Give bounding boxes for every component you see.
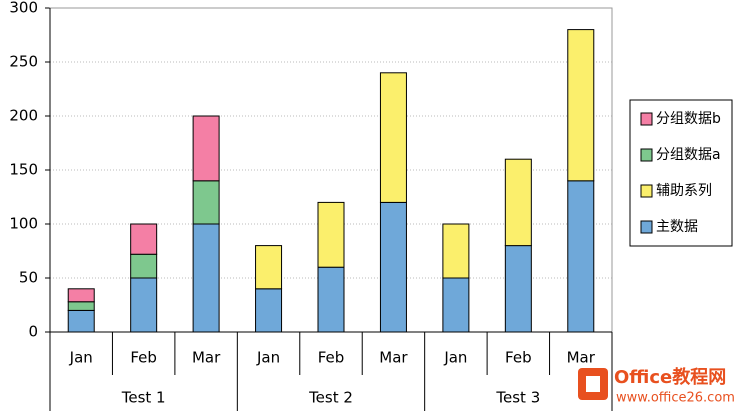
watermark-url: www.office26.com bbox=[616, 391, 735, 406]
bar-segment bbox=[67, 309, 95, 333]
legend-swatch bbox=[640, 184, 653, 198]
x-tick-label: Jan bbox=[443, 349, 467, 367]
bar-segment bbox=[504, 158, 532, 247]
y-tick-label: 100 bbox=[9, 215, 38, 233]
y-tick-label: 250 bbox=[9, 53, 38, 71]
y-tick-label: 0 bbox=[28, 323, 38, 341]
legend-label: 分组数据a bbox=[656, 147, 721, 163]
group-label: Test 3 bbox=[495, 389, 540, 407]
x-tick-label: Feb bbox=[318, 349, 345, 367]
bar-segment bbox=[379, 201, 407, 333]
bar-segment bbox=[379, 72, 407, 203]
legend-swatch bbox=[640, 220, 653, 234]
legend-swatch bbox=[640, 112, 653, 126]
legend-label: 分组数据b bbox=[656, 111, 721, 127]
bar-segment bbox=[317, 201, 345, 268]
x-tick-label: Feb bbox=[130, 349, 157, 367]
x-tick-label: Mar bbox=[567, 349, 596, 367]
bar-segment bbox=[255, 288, 283, 333]
y-tick-label: 300 bbox=[9, 0, 38, 17]
legend-label: 辅助系列 bbox=[656, 183, 712, 199]
watermark-text: Office教程网 bbox=[614, 366, 726, 388]
bar-segment bbox=[67, 301, 95, 311]
group-label: Test 1 bbox=[121, 389, 166, 407]
bar-segment bbox=[130, 253, 158, 279]
legend-swatch bbox=[640, 148, 653, 162]
legend-label: 主数据 bbox=[656, 219, 698, 235]
bar-segment bbox=[567, 29, 595, 182]
bar-segment bbox=[567, 180, 595, 333]
bar-segment bbox=[192, 180, 220, 225]
watermark: Office教程网 www.office26.com bbox=[578, 366, 735, 406]
bar-segment bbox=[317, 266, 345, 333]
bar-segment bbox=[442, 277, 470, 333]
bar-segment bbox=[442, 223, 470, 279]
y-tick-label: 150 bbox=[9, 161, 38, 179]
bar-segment bbox=[130, 277, 158, 333]
bar-segment bbox=[504, 245, 532, 333]
x-tick-label: Mar bbox=[379, 349, 408, 367]
bar-segment bbox=[67, 288, 95, 303]
x-tick-label: Feb bbox=[505, 349, 532, 367]
x-tick-label: Jan bbox=[69, 349, 93, 367]
bar-segment bbox=[192, 115, 220, 182]
group-label: Test 2 bbox=[308, 389, 353, 407]
x-tick-label: Jan bbox=[256, 349, 280, 367]
bar-segment bbox=[255, 245, 283, 290]
watermark-logo-inner bbox=[586, 376, 600, 392]
x-tick-label: Mar bbox=[192, 349, 221, 367]
bar-segment bbox=[192, 223, 220, 333]
y-tick-label: 50 bbox=[19, 269, 38, 287]
bar-segment bbox=[130, 223, 158, 255]
y-tick-label: 200 bbox=[9, 107, 38, 125]
